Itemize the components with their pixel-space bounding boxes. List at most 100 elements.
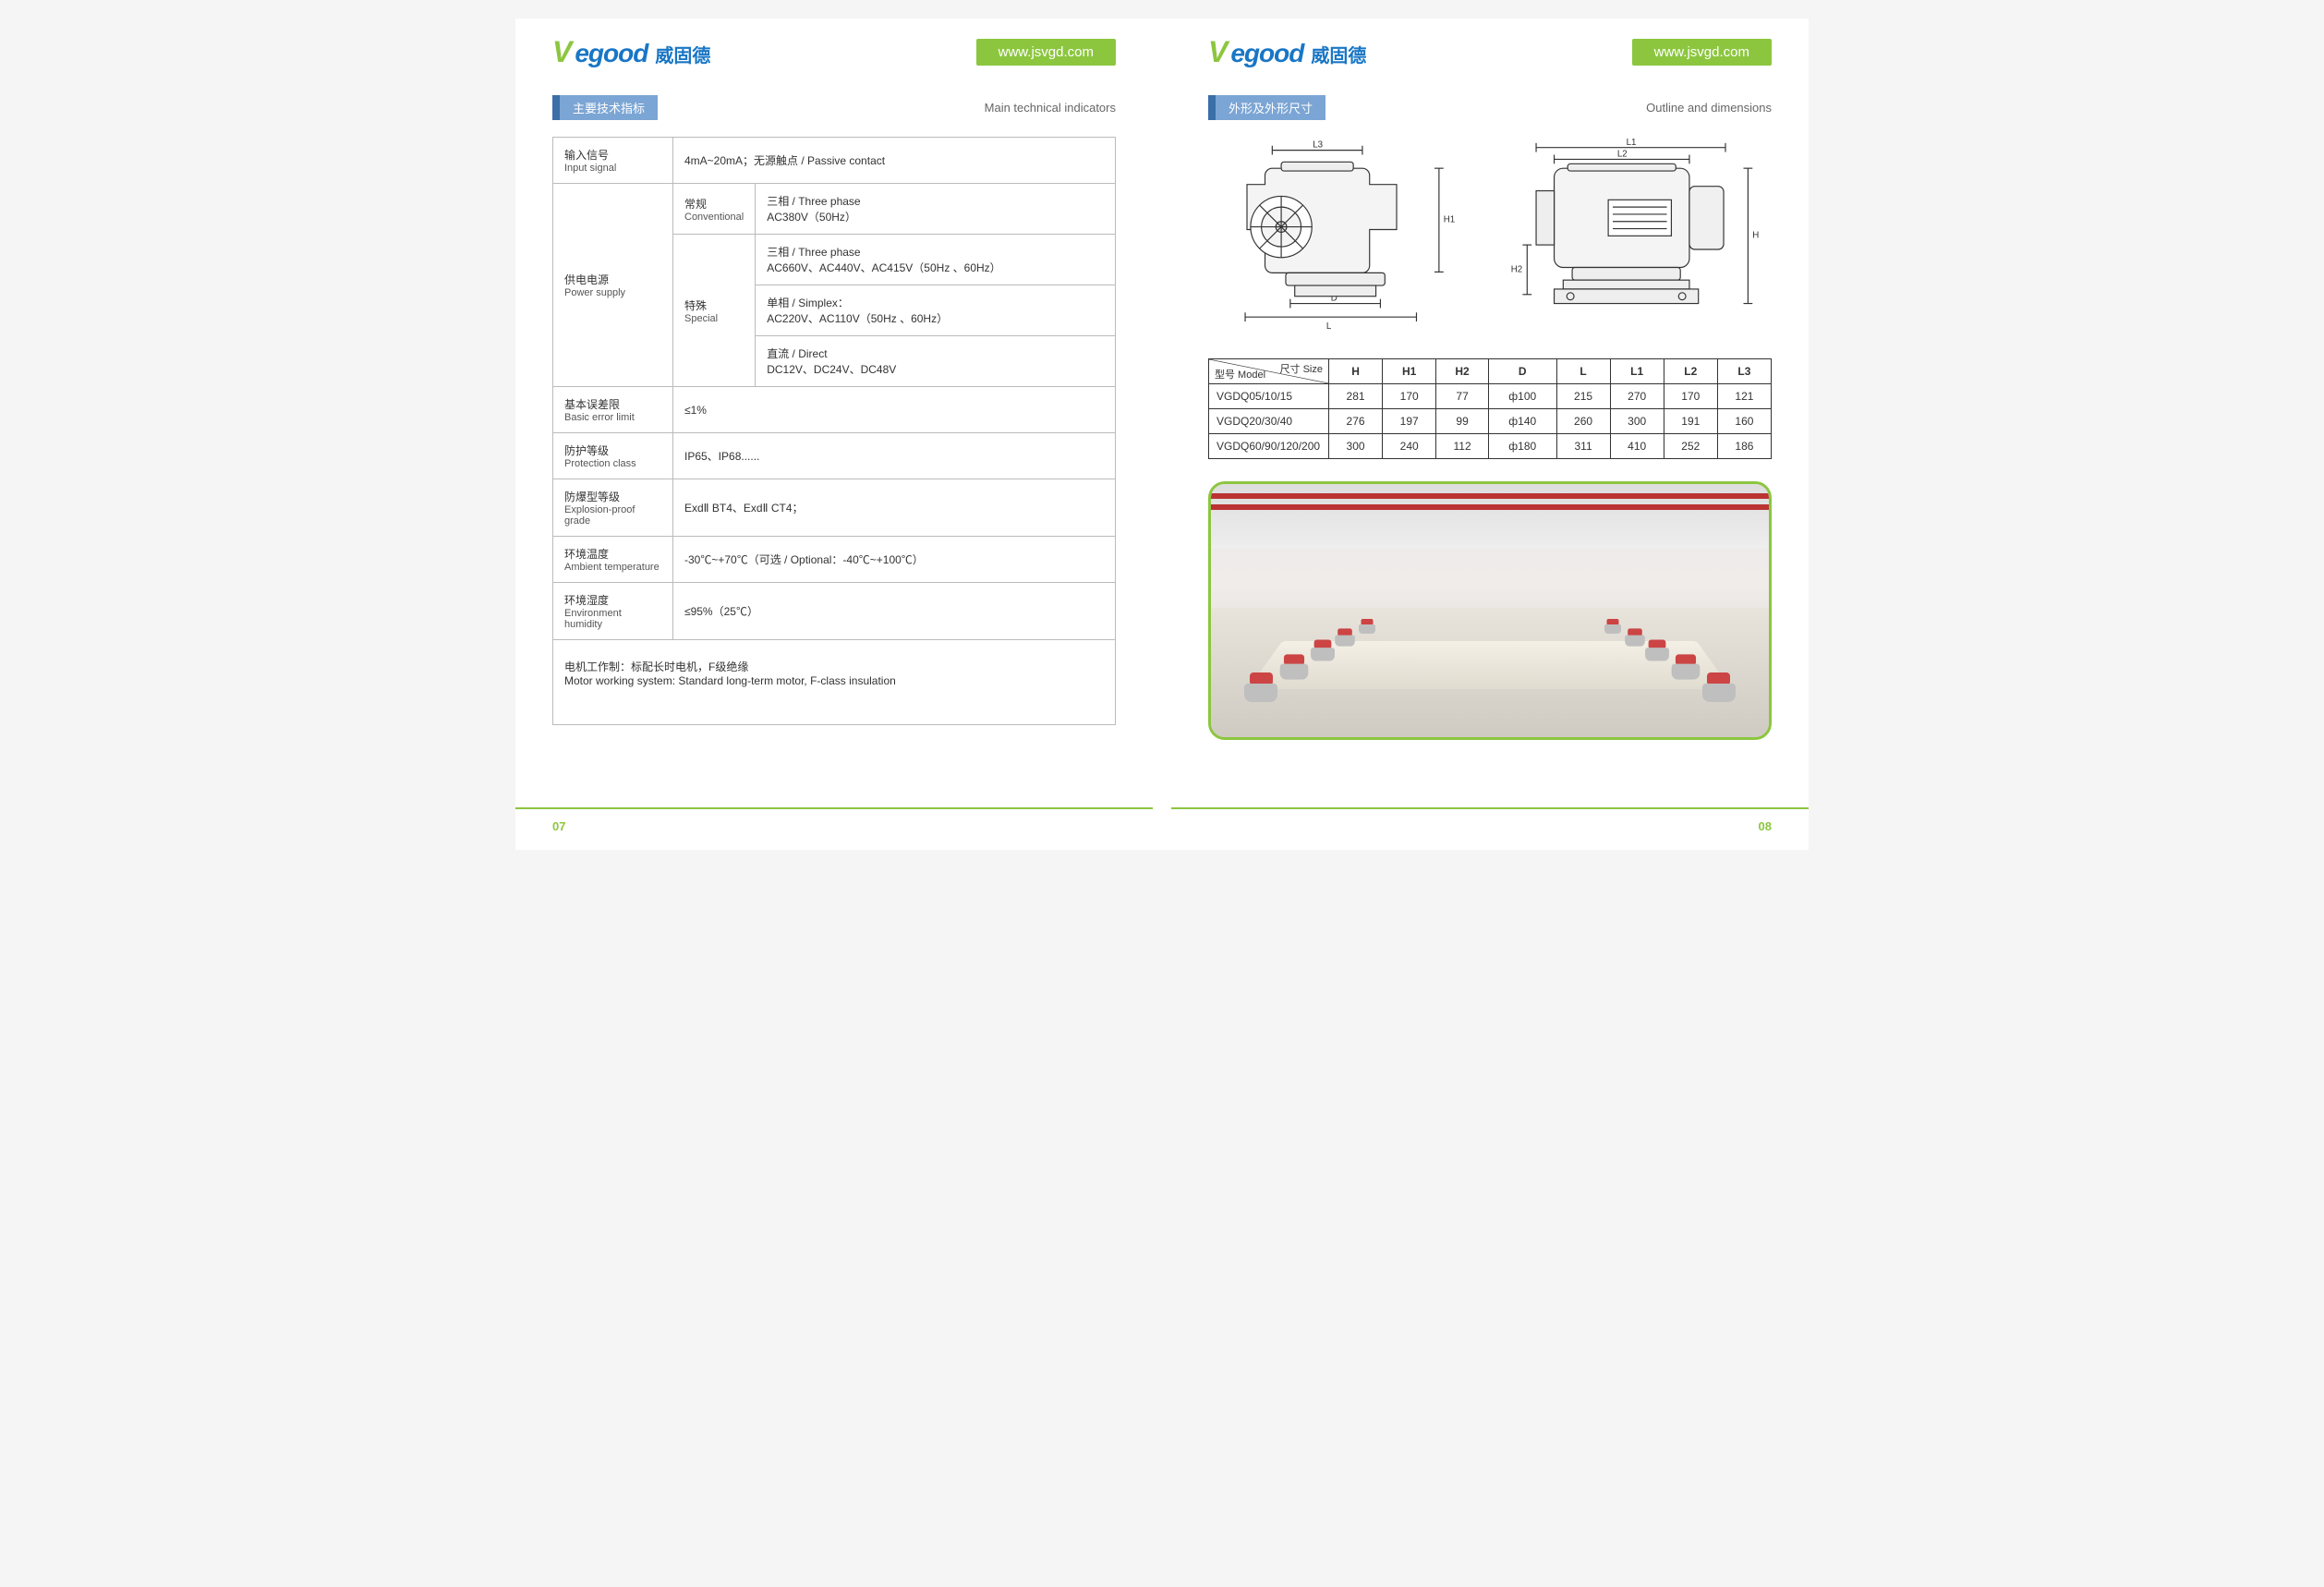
row-input: 输入信号 Input signal 4mA~20mA；无源触点 / Passiv… [553, 138, 1116, 184]
dims-head-size: 尺寸 Size [1280, 361, 1323, 376]
v: 170 [1664, 383, 1717, 408]
row-temp: 环境温度 Ambient temperature -30℃~+70℃（可选 / … [553, 537, 1116, 583]
diagram-side: L1 L2 H2 H [1500, 137, 1771, 340]
page-number: 07 [552, 819, 565, 833]
model: VGDQ05/10/15 [1209, 383, 1329, 408]
v: 160 [1717, 408, 1771, 433]
val-l1: 直流 / Direct [767, 345, 1104, 361]
label-cn: 环境湿度 [564, 592, 661, 608]
section-title-en: Main technical indicators [985, 101, 1116, 115]
spec-content: 输入信号 Input signal 4mA~20mA；无源触点 / Passiv… [515, 127, 1153, 744]
row-power-conv: 供电电源 Power supply 常规 Conventional 三相 / T… [553, 184, 1116, 235]
dims-head-model: 型号 Model [1215, 367, 1265, 382]
dims-row: VGDQ05/10/15 281 170 77 ф100 215 270 170… [1209, 383, 1772, 408]
v: 281 [1329, 383, 1383, 408]
factory-photo [1208, 481, 1772, 740]
val-l2: DC12V、DC24V、DC48V [767, 361, 1104, 377]
v: 121 [1717, 383, 1771, 408]
logo-v: V [1208, 35, 1227, 69]
val-l1: 三相 / Three phase [767, 193, 1104, 209]
v: 311 [1556, 433, 1610, 458]
val: IP65、IP68...... [673, 433, 1116, 479]
photo-pipe [1211, 504, 1769, 510]
val-l2: AC220V、AC110V（50Hz 、60Hz） [767, 310, 1104, 326]
dim-l1: L1 [1627, 138, 1637, 148]
label-en: Input signal [564, 163, 661, 174]
v: 300 [1610, 408, 1664, 433]
dims-row: VGDQ60/90/120/200 300 240 112 ф180 311 4… [1209, 433, 1772, 458]
logo-v: V [552, 35, 571, 69]
footer-rule [515, 807, 1153, 809]
v: 197 [1383, 408, 1436, 433]
col-l2: L2 [1664, 358, 1717, 383]
val: ExdⅡ BT4、ExdⅡ CT4； [673, 479, 1116, 537]
label-en: Explosion-proof grade [564, 504, 661, 527]
section-bar-left: 主要技术指标 Main technical indicators [515, 80, 1153, 127]
dims-row: VGDQ20/30/40 276 197 99 ф140 260 300 191… [1209, 408, 1772, 433]
v: 112 [1436, 433, 1489, 458]
v: ф180 [1488, 433, 1556, 458]
v: 276 [1329, 408, 1383, 433]
label-cn: 常规 [684, 196, 744, 212]
v: 191 [1664, 408, 1717, 433]
header-left: Vegood 威固德 www.jsvgd.com [515, 18, 1153, 80]
col-l1: L1 [1610, 358, 1664, 383]
row-humid: 环境湿度 Environment humidity ≤95%（25℃） [553, 583, 1116, 640]
dim-l3: L3 [1313, 140, 1323, 151]
dim-l: L [1326, 321, 1332, 332]
val: ≤95%（25℃） [673, 583, 1116, 640]
model: VGDQ60/90/120/200 [1209, 433, 1329, 458]
v: 252 [1664, 433, 1717, 458]
v: 260 [1556, 408, 1610, 433]
dims-corner-cell: 尺寸 Size 型号 Model [1209, 358, 1329, 383]
val-l1: 三相 / Three phase [767, 244, 1104, 260]
v: 300 [1329, 433, 1383, 458]
page-number: 08 [1759, 819, 1772, 833]
dim-h2: H2 [1511, 264, 1522, 274]
dims-content: L3 L H1 D [1171, 127, 1809, 758]
label-cn: 输入信号 [564, 147, 661, 163]
val-l2: AC660V、AC440V、AC415V（50Hz 、60Hz） [767, 260, 1104, 275]
label-en: Power supply [564, 287, 661, 298]
v: 240 [1383, 433, 1436, 458]
section-bar-right: 外形及外形尺寸 Outline and dimensions [1171, 80, 1809, 127]
v: 186 [1717, 433, 1771, 458]
dim-h: H [1752, 230, 1759, 240]
v: 410 [1610, 433, 1664, 458]
label-en: Ambient temperature [564, 562, 661, 573]
section-title-cn: 外形及外形尺寸 [1208, 95, 1325, 120]
spec-table: 输入信号 Input signal 4mA~20mA；无源触点 / Passiv… [552, 137, 1116, 725]
page-right: Vegood 威固德 www.jsvgd.com 外形及外形尺寸 Outline… [1171, 18, 1809, 850]
val-l1: 单相 / Simplex： [767, 295, 1104, 310]
row-expl: 防爆型等级 Explosion-proof grade ExdⅡ BT4、Exd… [553, 479, 1116, 537]
v: 215 [1556, 383, 1610, 408]
v: 77 [1436, 383, 1489, 408]
col-h2: H2 [1436, 358, 1489, 383]
row-protect: 防护等级 Protection class IP65、IP68...... [553, 433, 1116, 479]
section-title-cn: 主要技术指标 [552, 95, 658, 120]
col-l3: L3 [1717, 358, 1771, 383]
page-left: Vegood 威固德 www.jsvgd.com 主要技术指标 Main tec… [515, 18, 1153, 850]
col-d: D [1488, 358, 1556, 383]
brand-logo: Vegood 威固德 [1208, 35, 1366, 69]
v: ф100 [1488, 383, 1556, 408]
foot-en: Motor working system: Standard long-term… [564, 674, 1104, 687]
dims-body: VGDQ05/10/15 281 170 77 ф100 215 270 170… [1209, 383, 1772, 458]
photo-pipe [1211, 493, 1769, 499]
label-en: Environment humidity [564, 608, 661, 630]
outline-diagrams: L3 L H1 D [1208, 137, 1772, 340]
val: 4mA~20mA；无源触点 / Passive contact [673, 138, 1116, 184]
val: ≤1% [673, 387, 1116, 433]
section-title-en: Outline and dimensions [1646, 101, 1772, 115]
label-cn: 供电电源 [564, 272, 661, 287]
row-footnote: 电机工作制：标配长时电机，F级绝缘 Motor working system: … [553, 640, 1116, 725]
dimensions-table: 尺寸 Size 型号 Model H H1 H2 D L L1 L2 L3 [1208, 358, 1772, 459]
label-cn: 基本误差限 [564, 396, 661, 412]
v: 270 [1610, 383, 1664, 408]
v: 170 [1383, 383, 1436, 408]
model: VGDQ20/30/40 [1209, 408, 1329, 433]
dim-l2: L2 [1617, 149, 1628, 159]
url-bar: www.jsvgd.com [1632, 39, 1772, 66]
label-cn: 防爆型等级 [564, 489, 661, 504]
row-error: 基本误差限 Basic error limit ≤1% [553, 387, 1116, 433]
